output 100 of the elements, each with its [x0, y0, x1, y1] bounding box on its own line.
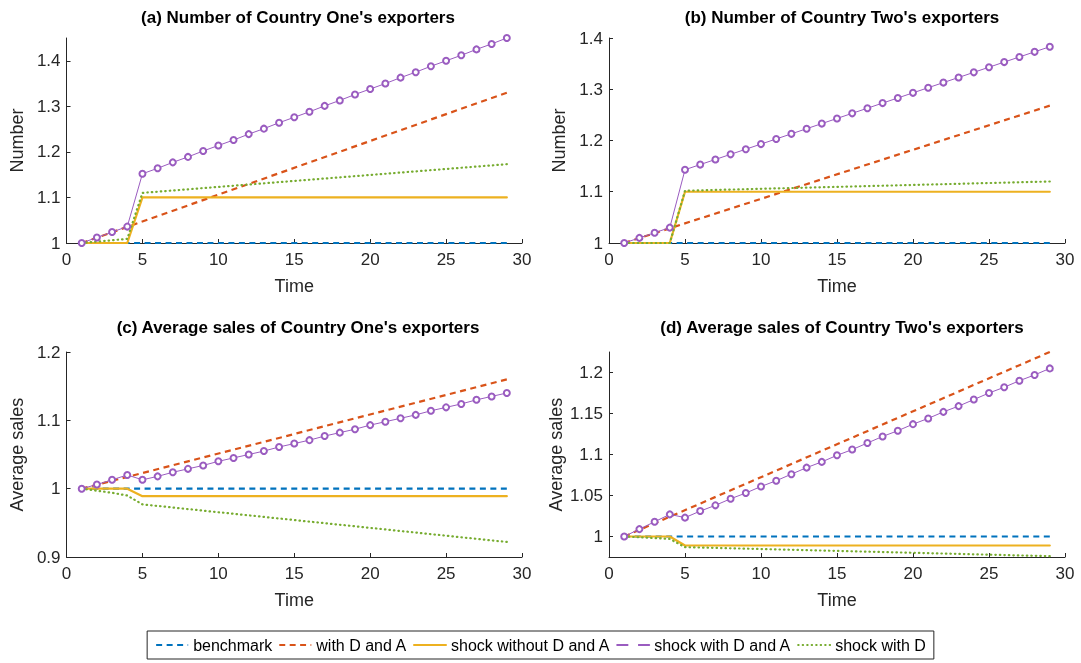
point	[711, 155, 720, 164]
point	[1030, 370, 1039, 379]
x-tick-label: 5	[137, 250, 148, 269]
x-tick-label: 20	[903, 250, 923, 269]
point	[650, 517, 659, 526]
x-tick-label: 5	[680, 564, 690, 583]
point	[138, 169, 147, 178]
point	[696, 507, 705, 516]
x-tick-label: 0	[604, 250, 614, 269]
point	[123, 222, 132, 231]
y-tick-label: 1.1	[36, 187, 61, 207]
legend-label: benchmark	[193, 636, 274, 654]
point	[772, 476, 781, 485]
point	[802, 124, 811, 133]
y-tick-label: 1	[593, 233, 603, 253]
x-tick-label: 15	[284, 250, 304, 269]
chart-title: (c) Average sales of Country One's exporters	[116, 318, 480, 337]
point	[863, 439, 872, 448]
point	[244, 130, 253, 139]
point	[848, 445, 857, 454]
point	[954, 73, 963, 82]
point	[893, 93, 902, 102]
point	[184, 152, 192, 161]
y-tick-label: 1.2	[36, 342, 61, 362]
point	[184, 464, 192, 473]
point	[1015, 52, 1024, 61]
legend-label: shock with D and A	[654, 636, 791, 654]
x-tick-label: 0	[604, 564, 614, 583]
point	[244, 450, 253, 459]
point	[939, 78, 948, 87]
point	[457, 399, 466, 408]
point	[502, 389, 511, 397]
x-tick-label: 15	[284, 564, 304, 583]
x-tick-label: 25	[436, 250, 456, 269]
point	[275, 118, 284, 127]
x-axis-title: Time	[274, 276, 314, 296]
point	[305, 107, 314, 116]
point	[711, 501, 720, 510]
x-tick-label: 20	[360, 250, 380, 269]
point	[168, 158, 177, 167]
x-tick-label: 5	[680, 250, 690, 269]
point	[620, 239, 629, 247]
y-tick-label: 0.9	[36, 547, 61, 567]
point	[817, 457, 826, 466]
point	[320, 432, 329, 441]
x-axis-title: Time	[817, 276, 857, 296]
point	[787, 470, 796, 479]
point	[442, 403, 451, 412]
point	[502, 34, 511, 42]
x-axis-title: Time	[274, 590, 314, 610]
chart-title: (a) Number of Country One's exporters	[141, 8, 455, 27]
point	[381, 417, 390, 426]
point	[366, 85, 375, 94]
point	[1030, 47, 1039, 56]
legend-label: shock without D and A	[451, 636, 610, 654]
point	[77, 239, 86, 247]
x-tick-label: 15	[827, 250, 847, 269]
point	[909, 420, 917, 429]
point	[969, 68, 978, 77]
y-tick-label: 1.4	[36, 51, 61, 71]
point	[1045, 364, 1054, 373]
point	[969, 395, 978, 404]
point	[1045, 42, 1054, 51]
point	[138, 475, 147, 484]
point	[335, 96, 344, 105]
point	[757, 482, 765, 491]
point	[665, 510, 674, 519]
x-tick-label: 5	[137, 564, 148, 583]
point	[848, 109, 857, 118]
point	[259, 124, 268, 133]
x-tick-label: 15	[827, 564, 847, 583]
point	[924, 414, 933, 423]
x-tick-label: 25	[436, 564, 456, 583]
point	[396, 414, 405, 423]
point	[1000, 383, 1009, 392]
x-tick-label: 0	[61, 250, 72, 269]
point	[665, 223, 674, 232]
point	[681, 513, 689, 522]
point	[487, 39, 496, 48]
point	[472, 45, 481, 54]
point	[924, 83, 933, 92]
point	[442, 56, 451, 65]
x-tick-label: 25	[979, 250, 999, 269]
point	[802, 463, 811, 472]
point	[878, 432, 887, 441]
x-tick-label: 30	[512, 250, 532, 269]
x-tick-label: 10	[751, 250, 771, 269]
point	[77, 484, 86, 493]
point	[817, 119, 826, 128]
x-tick-label: 10	[208, 564, 228, 583]
point	[108, 228, 117, 237]
point	[153, 164, 162, 173]
point	[351, 425, 359, 434]
legend-label: with D and A	[315, 636, 407, 654]
y-tick-label: 1.2	[579, 363, 603, 382]
point	[696, 160, 705, 169]
x-tick-label: 10	[208, 250, 228, 269]
x-tick-label: 25	[979, 564, 999, 583]
point	[457, 51, 466, 60]
point	[939, 407, 948, 416]
